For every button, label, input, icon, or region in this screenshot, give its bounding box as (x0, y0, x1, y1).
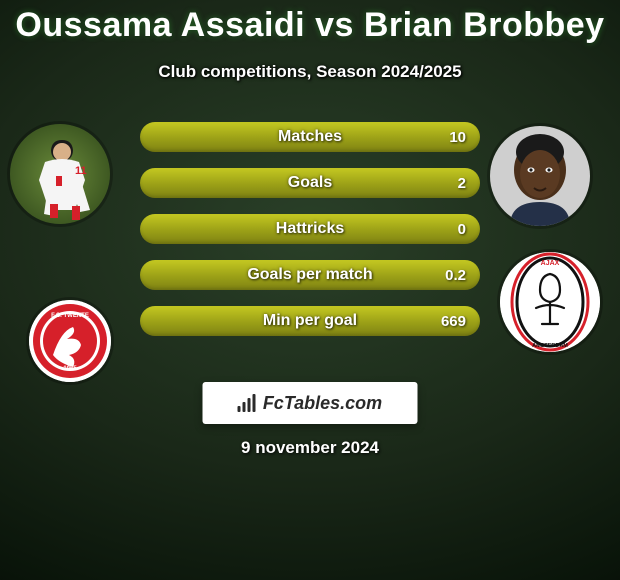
svg-text:AMSTERDAM: AMSTERDAM (532, 343, 568, 349)
stat-value: 669 (441, 313, 466, 330)
svg-text:1965: 1965 (63, 366, 77, 372)
stat-row: Goals 2 (140, 168, 480, 198)
stat-value: 2 (458, 175, 466, 192)
stat-rows: Matches 10 Goals 2 Hattricks 0 Goals per… (140, 122, 480, 352)
stat-label: Goals (288, 174, 332, 192)
stat-label: Min per goal (263, 312, 357, 330)
date-text: 9 november 2024 (0, 438, 620, 458)
season-subtitle: Club competitions, Season 2024/2025 (0, 62, 620, 82)
club-left-crest: F.C. TWENTE 1965 (29, 300, 111, 382)
brand-badge: FcTables.com (203, 382, 418, 424)
stat-row: Hattricks 0 (140, 214, 480, 244)
page-title: Oussama Assaidi vs Brian Brobbey (0, 6, 620, 45)
stat-row: Goals per match 0.2 (140, 260, 480, 290)
player-right-photo (490, 126, 590, 226)
stat-label: Matches (278, 128, 342, 146)
stat-label: Hattricks (276, 220, 344, 238)
stat-label: Goals per match (247, 266, 372, 284)
chart-icon (238, 394, 256, 412)
stat-value: 10 (449, 129, 466, 146)
brand-text: FcTables.com (263, 393, 382, 414)
svg-text:11: 11 (75, 165, 87, 177)
stat-value: 0 (458, 221, 466, 238)
svg-text:AJAX: AJAX (541, 260, 560, 267)
stat-row: Matches 10 (140, 122, 480, 152)
club-right-crest: AJAX AMSTERDAM (500, 252, 600, 352)
comparison-card: Oussama Assaidi vs Brian Brobbey Club co… (0, 0, 620, 580)
svg-text:F.C. TWENTE: F.C. TWENTE (51, 313, 89, 319)
stat-row: Min per goal 669 (140, 306, 480, 336)
player-left-photo: 11 (10, 124, 110, 224)
stat-value: 0.2 (445, 267, 466, 284)
